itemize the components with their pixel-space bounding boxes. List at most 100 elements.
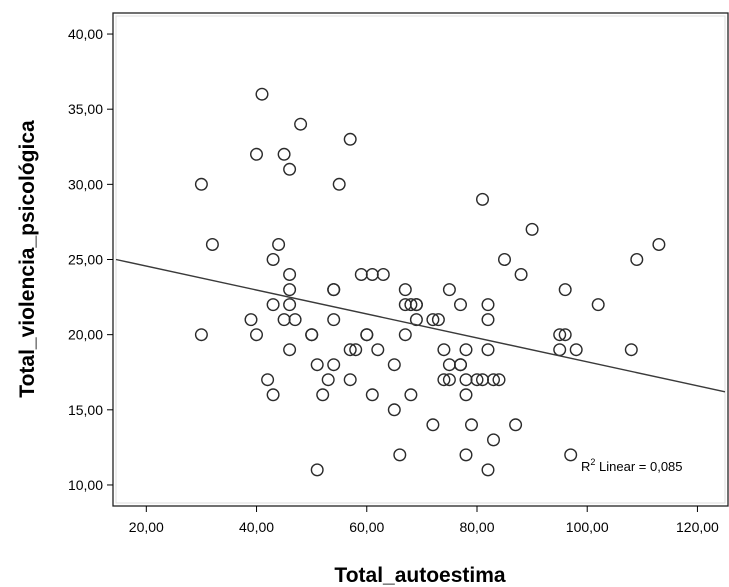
y-tick-label: 40,00 xyxy=(68,26,103,42)
r-squared-annotation: R2 Linear = 0,085 xyxy=(581,457,683,474)
data-point xyxy=(525,222,539,236)
data-point xyxy=(459,448,473,462)
data-point xyxy=(437,373,451,387)
data-point xyxy=(481,298,495,312)
data-point xyxy=(454,298,468,312)
data-point xyxy=(498,252,512,266)
data-point xyxy=(283,343,297,357)
data-point xyxy=(431,313,445,327)
r-squared-prefix: R xyxy=(581,459,590,474)
data-point xyxy=(426,313,440,327)
y-tick-label: 15,00 xyxy=(68,402,103,418)
data-point xyxy=(343,373,357,387)
data-point xyxy=(404,298,418,312)
data-point xyxy=(459,388,473,402)
data-point xyxy=(476,192,490,206)
data-point xyxy=(398,283,412,297)
x-tick-label: 100,00 xyxy=(566,519,609,535)
data-point xyxy=(244,313,258,327)
data-point xyxy=(327,358,341,372)
data-point xyxy=(310,358,324,372)
data-point xyxy=(442,373,456,387)
data-point xyxy=(558,328,572,342)
data-point xyxy=(321,373,335,387)
data-point xyxy=(360,328,374,342)
data-point xyxy=(652,237,666,251)
fit-line-group xyxy=(115,258,726,393)
data-point xyxy=(283,162,297,176)
data-point xyxy=(409,298,423,312)
data-point xyxy=(487,433,501,447)
data-point xyxy=(194,177,208,191)
x-tick-label: 20,00 xyxy=(129,519,164,535)
data-point xyxy=(332,177,346,191)
data-point xyxy=(481,313,495,327)
data-point xyxy=(305,328,319,342)
x-tick-label: 80,00 xyxy=(459,519,494,535)
data-point xyxy=(509,418,523,432)
fit-line xyxy=(115,258,726,393)
data-point xyxy=(327,313,341,327)
data-point xyxy=(349,343,363,357)
x-tick-label: 40,00 xyxy=(239,519,274,535)
data-point xyxy=(591,298,605,312)
data-point xyxy=(266,252,280,266)
data-point xyxy=(365,388,379,402)
data-point xyxy=(393,448,407,462)
data-point xyxy=(343,132,357,146)
data-point xyxy=(277,147,291,161)
x-tick-label: 120,00 xyxy=(676,519,719,535)
data-point xyxy=(553,328,567,342)
data-point xyxy=(249,328,263,342)
data-point xyxy=(266,298,280,312)
data-point xyxy=(261,373,275,387)
data-point xyxy=(205,237,219,251)
x-axis: 20,00 40,00 60,00 80,00 100,00 120,00 xyxy=(129,506,719,535)
data-point xyxy=(283,268,297,282)
data-point xyxy=(569,343,583,357)
data-point xyxy=(310,463,324,477)
data-point xyxy=(249,147,263,161)
data-point xyxy=(465,418,479,432)
y-tick-label: 20,00 xyxy=(68,327,103,343)
data-point xyxy=(398,328,412,342)
data-point xyxy=(294,117,308,131)
data-point xyxy=(316,388,330,402)
data-point xyxy=(255,87,269,101)
data-point xyxy=(630,252,644,266)
data-point xyxy=(404,388,418,402)
data-point xyxy=(387,358,401,372)
data-point xyxy=(283,283,297,297)
data-point xyxy=(481,463,495,477)
data-point xyxy=(426,418,440,432)
r-squared-superscript: 2 xyxy=(590,457,595,467)
data-point xyxy=(481,343,495,357)
x-tick-label: 60,00 xyxy=(349,519,384,535)
y-tick-label: 10,00 xyxy=(68,477,103,493)
data-point xyxy=(283,298,297,312)
data-point xyxy=(558,283,572,297)
r-squared-suffix: Linear = 0,085 xyxy=(595,459,682,474)
data-point xyxy=(376,268,390,282)
data-point xyxy=(371,343,385,357)
data-point xyxy=(343,343,357,357)
data-point xyxy=(487,373,501,387)
y-tick-label: 35,00 xyxy=(68,101,103,117)
y-tick-label: 30,00 xyxy=(68,176,103,192)
y-axis-title: Total_violencia_psicológica xyxy=(16,120,39,398)
data-point xyxy=(272,237,286,251)
x-axis-title: Total_autoestima xyxy=(334,564,505,587)
data-point xyxy=(288,313,302,327)
data-point xyxy=(387,403,401,417)
data-point xyxy=(442,283,456,297)
data-point xyxy=(624,343,638,357)
data-point xyxy=(194,328,208,342)
data-point xyxy=(327,283,341,297)
data-point xyxy=(564,448,578,462)
data-point xyxy=(454,358,468,372)
data-point xyxy=(514,268,528,282)
data-point xyxy=(459,343,473,357)
data-point xyxy=(470,373,484,387)
